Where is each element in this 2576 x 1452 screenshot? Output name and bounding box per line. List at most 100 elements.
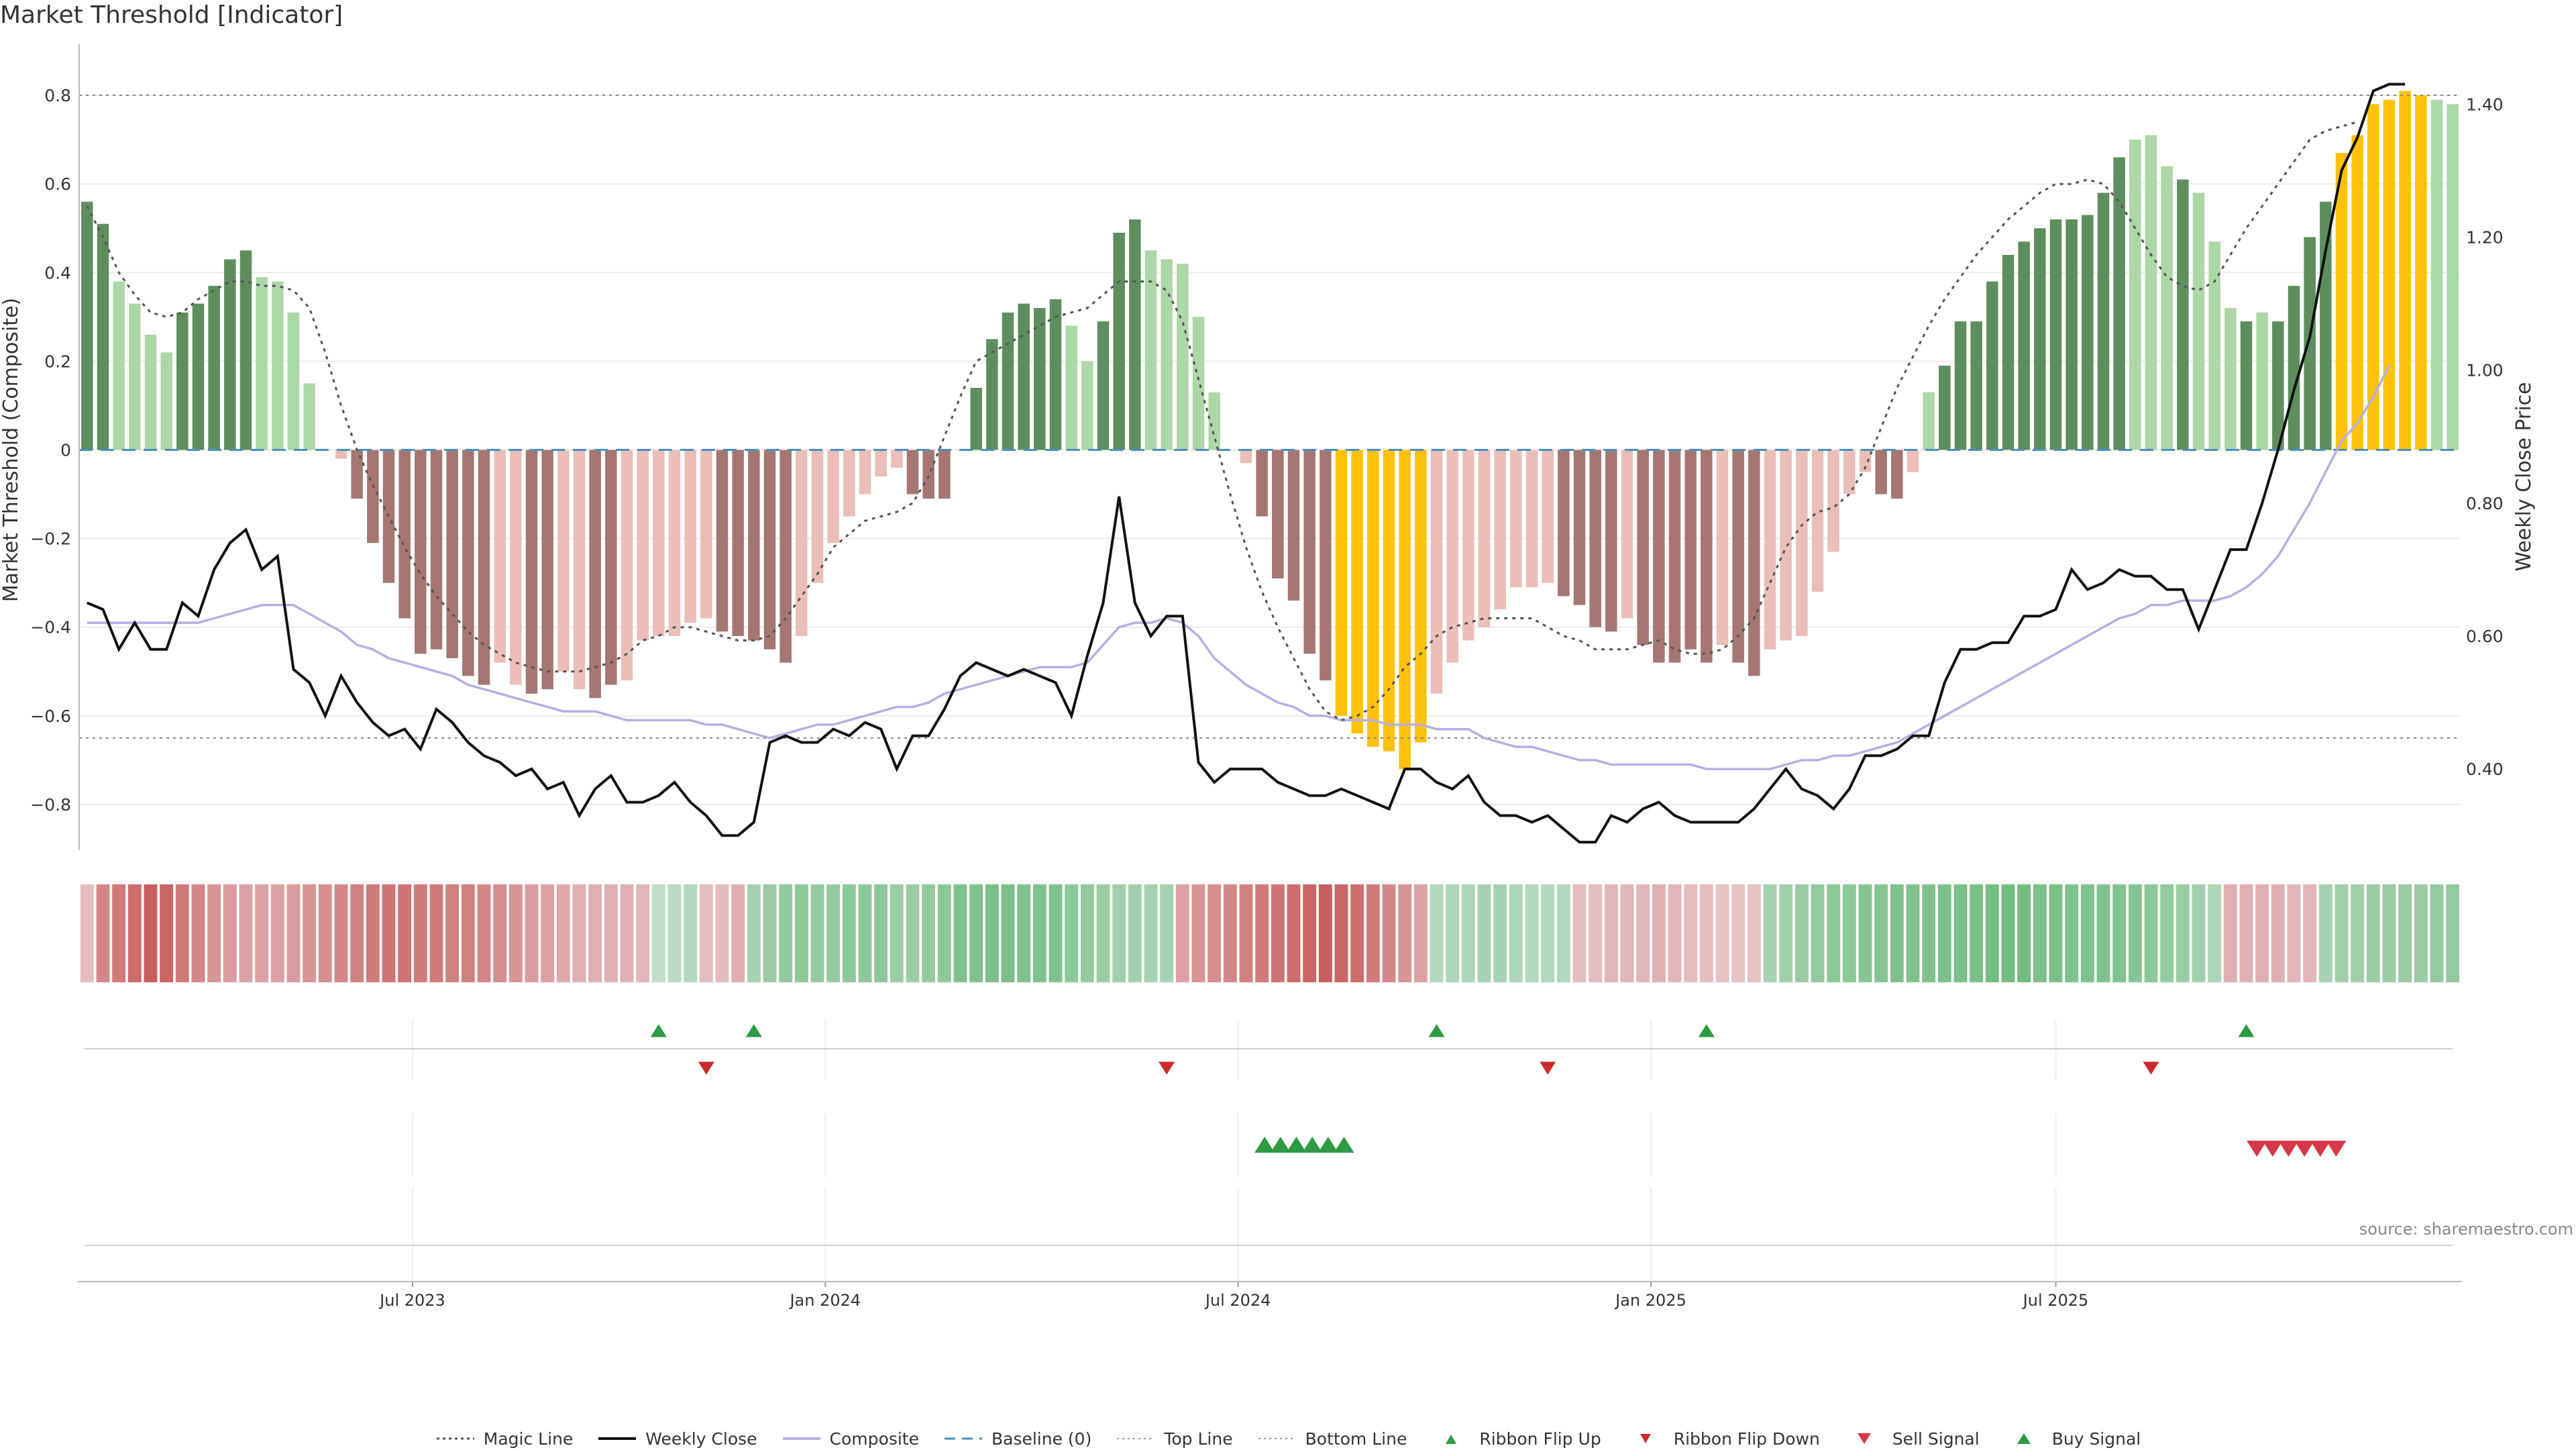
threshold-bar: [668, 450, 681, 636]
threshold-bar: [1335, 450, 1348, 716]
ribbon-cell: [2287, 884, 2301, 982]
threshold-bar: [1796, 450, 1808, 636]
triangle-up-icon: [1446, 1435, 1457, 1444]
ribbon-cell: [620, 884, 634, 982]
threshold-bar: [684, 450, 696, 623]
ribbon-cell: [1906, 884, 1920, 982]
threshold-bar: [287, 312, 300, 450]
sell-signal-marker: [2262, 1141, 2283, 1157]
ribbon-cell: [1556, 884, 1570, 982]
threshold-bar: [1732, 450, 1744, 663]
threshold-bar: [525, 450, 538, 694]
ribbon-cell: [588, 884, 602, 982]
ribbon-cell: [2160, 884, 2174, 982]
threshold-bar: [2161, 166, 2173, 450]
threshold-bar: [303, 383, 315, 450]
threshold-bar: [1208, 392, 1220, 450]
legend-item: Composite: [782, 1429, 919, 1449]
ribbon-cell: [2414, 884, 2428, 982]
sell-signal-marker: [2310, 1141, 2330, 1157]
sell-signal-marker: [2278, 1141, 2299, 1157]
ribbon-cell: [1509, 884, 1523, 982]
threshold-bar: [144, 334, 157, 450]
ribbon-cell: [810, 884, 824, 982]
y-tick-label: 0: [60, 441, 71, 460]
ribbon-cell: [747, 884, 761, 982]
threshold-bar: [827, 450, 839, 543]
x-tick-label: Jan 2025: [1614, 1291, 1686, 1310]
ribbon-cell: [382, 884, 396, 982]
threshold-bar: [811, 450, 824, 583]
ribbon-cell: [80, 884, 94, 982]
threshold-bar: [2288, 286, 2300, 450]
threshold-bar: [1018, 303, 1030, 450]
ribbon-cell: [1017, 884, 1031, 982]
dotted-line-icon: [436, 1437, 474, 1440]
ribbon-flip-down-marker: [698, 1061, 714, 1075]
legend-item: Top Line: [1116, 1429, 1233, 1449]
threshold-bar: [2335, 152, 2348, 450]
threshold-bar: [97, 223, 109, 450]
threshold-bar: [1875, 450, 1887, 495]
ribbon-cell: [2366, 884, 2380, 982]
ribbon-cell: [1208, 884, 1222, 982]
threshold-bar: [510, 450, 522, 685]
ribbon-cell: [985, 884, 999, 982]
threshold-bar: [430, 450, 443, 650]
ribbon-cell: [2065, 884, 2079, 982]
threshold-bar: [415, 450, 427, 654]
ribbon-cell: [2334, 884, 2349, 982]
ribbon-cell: [874, 884, 888, 982]
legend-label: Top Line: [1164, 1429, 1233, 1449]
y2-axis-label: Weekly Close Price: [2512, 382, 2536, 571]
ribbon-cell: [731, 884, 745, 982]
x-tick-label: Jul 2024: [1204, 1291, 1271, 1310]
threshold-bar: [1367, 450, 1379, 747]
ribbon-cell: [556, 884, 570, 982]
y-tick-label: −0.8: [30, 795, 71, 815]
threshold-bar: [2320, 201, 2332, 450]
ribbon-cell: [1747, 884, 1761, 982]
ribbon-cell: [1080, 884, 1094, 982]
ribbon-cell: [858, 884, 872, 982]
threshold-bar: [1161, 259, 1173, 450]
ribbon-cell: [334, 884, 348, 982]
threshold-bar: [1573, 450, 1586, 605]
sell-signal-marker: [2294, 1141, 2315, 1157]
ribbon-cell: [1128, 884, 1142, 982]
threshold-bar: [859, 450, 871, 495]
ribbon-cell: [207, 884, 221, 982]
threshold-bar: [1049, 299, 1062, 450]
threshold-bar: [1177, 264, 1189, 450]
ribbon-cell: [1668, 884, 1682, 982]
ribbon-cell: [2001, 884, 2015, 982]
threshold-bar: [1320, 450, 1332, 680]
ribbon-cell: [1715, 884, 1729, 982]
legend-item: Buy Signal: [2004, 1429, 2141, 1449]
threshold-bar: [1859, 450, 1872, 472]
threshold-bar: [2240, 321, 2253, 450]
ribbon-cell: [1175, 884, 1189, 982]
ribbon-cell: [1144, 884, 1158, 982]
threshold-bar: [1939, 365, 1951, 450]
ribbon-cell: [318, 884, 332, 982]
threshold-bar: [494, 450, 506, 663]
threshold-bar: [700, 450, 712, 619]
threshold-bar: [1954, 321, 1967, 450]
threshold-bar: [1780, 450, 1792, 641]
ribbon-cell: [684, 884, 698, 982]
ribbon-cell: [1001, 884, 1015, 982]
ribbon-cell: [1985, 884, 1999, 982]
threshold-bar: [763, 450, 776, 650]
x-tick-label: Jul 2025: [2022, 1291, 2089, 1310]
legend-item: Baseline (0): [943, 1429, 1091, 1449]
threshold-bar: [1510, 450, 1522, 588]
y-axis-label: Market Threshold (Composite): [0, 298, 23, 603]
threshold-bar: [2049, 219, 2062, 450]
ribbon-cell: [477, 884, 491, 982]
threshold-bar: [732, 450, 744, 636]
threshold-bar: [1192, 317, 1205, 450]
legend-label: Composite: [829, 1429, 919, 1449]
threshold-bar: [1811, 450, 1824, 592]
